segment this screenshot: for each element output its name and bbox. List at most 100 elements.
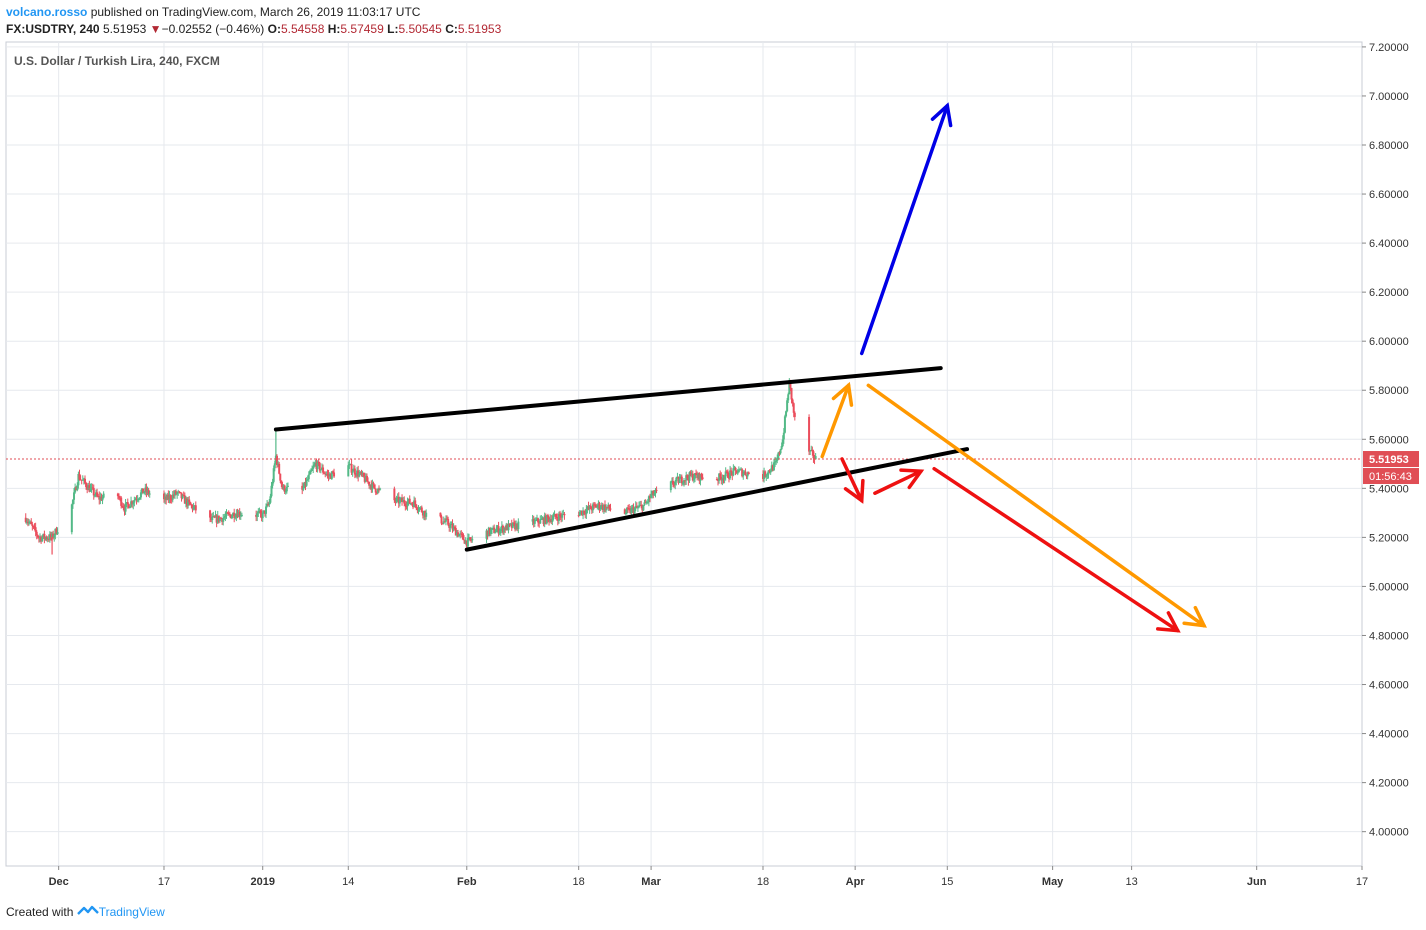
orange-arrowhead xyxy=(831,381,854,407)
candle-body xyxy=(239,515,242,517)
candle-body xyxy=(85,482,88,488)
candle-body xyxy=(350,464,353,473)
candle-body xyxy=(788,380,791,395)
candle-body xyxy=(766,474,769,476)
y-axis[interactable]: 7.20000 7.00000 6.80000 6.60000 6.40000 6.200… xyxy=(1362,42,1409,839)
candle-body xyxy=(589,505,592,510)
candle-body xyxy=(554,514,557,517)
candle-body xyxy=(645,501,648,504)
candle-body xyxy=(218,517,221,522)
candle-body xyxy=(82,478,85,480)
candle-body xyxy=(462,535,465,541)
candle-body xyxy=(467,537,470,539)
tradingview-brand[interactable]: TradingView xyxy=(98,905,165,919)
candle-body xyxy=(229,514,232,519)
candle-body xyxy=(719,473,722,477)
candle-body xyxy=(470,539,473,541)
candle-body xyxy=(782,432,785,440)
candle-body xyxy=(698,473,701,482)
candle-body xyxy=(744,471,747,475)
candle-body xyxy=(256,513,259,517)
candle-body xyxy=(143,491,146,494)
created-with-text: Created with xyxy=(6,905,74,919)
candle-body xyxy=(102,493,105,498)
candle-body xyxy=(673,484,676,486)
candle-body xyxy=(266,503,269,507)
author-link[interactable]: volcano.rosso xyxy=(6,5,88,19)
candle-body xyxy=(685,475,688,481)
candle-body xyxy=(503,527,506,533)
y-tick-label: 6.60000 xyxy=(1369,189,1409,201)
x-axis[interactable]: Dec 17 2019 14 Feb 18 Mar 18 Apr 15 May 13 Jun 17 xyxy=(49,866,1369,888)
candle-body xyxy=(669,481,672,491)
candle-body xyxy=(651,491,654,495)
candle-body xyxy=(132,502,135,505)
candle-body xyxy=(413,500,416,508)
candle-body xyxy=(190,504,193,506)
candle-body xyxy=(97,495,100,497)
candle-body xyxy=(315,462,318,469)
candle-body xyxy=(347,465,350,477)
candle-body xyxy=(305,479,308,486)
candle-body xyxy=(494,532,497,534)
candle-body xyxy=(172,494,175,496)
candle-body xyxy=(515,523,518,530)
candle-body xyxy=(162,493,165,500)
candle-body xyxy=(399,498,402,500)
y-tick-label: 5.60000 xyxy=(1369,434,1409,446)
candle-body xyxy=(417,509,420,511)
candle-body xyxy=(360,471,363,475)
candle-body xyxy=(368,481,371,486)
candle-body xyxy=(734,467,737,471)
candle-body xyxy=(142,488,145,494)
candle-body xyxy=(408,498,411,504)
candle-body xyxy=(324,473,327,475)
candle-body xyxy=(679,476,682,479)
candle-body xyxy=(785,411,788,417)
candle-body xyxy=(398,499,401,504)
candle-body xyxy=(222,518,225,522)
candle-body xyxy=(441,523,444,525)
blue-arrowhead xyxy=(930,102,953,128)
x-tick-label: 2019 xyxy=(250,876,274,888)
candle-body xyxy=(353,468,356,475)
candle-body xyxy=(730,470,733,472)
candle-body xyxy=(357,470,360,477)
candle-body xyxy=(87,485,90,490)
candle-body xyxy=(128,506,131,509)
candle-body xyxy=(471,538,474,541)
candle-body xyxy=(285,486,288,492)
candle-body xyxy=(514,523,517,530)
y-tick-label: 6.00000 xyxy=(1369,336,1409,348)
candle-body xyxy=(439,512,442,517)
candle-body xyxy=(648,496,651,498)
candle-body xyxy=(319,469,322,471)
candle-body xyxy=(120,497,123,506)
candle-body xyxy=(270,485,273,497)
low-value: 5.50545 xyxy=(398,22,442,36)
candle-body xyxy=(722,478,725,480)
candle-body xyxy=(217,515,220,522)
grid xyxy=(6,42,1363,866)
candle-body xyxy=(317,461,320,464)
candle-body xyxy=(136,499,139,501)
publish-info: volcano.rosso published on TradingView.c… xyxy=(6,5,420,19)
candle-body xyxy=(769,471,772,473)
candle-body xyxy=(779,449,782,454)
candle-body xyxy=(675,477,678,482)
candle-body xyxy=(43,533,46,539)
candle-body xyxy=(133,500,136,503)
candle-body xyxy=(122,506,125,509)
candle-body xyxy=(607,504,610,508)
candle-body xyxy=(789,380,792,388)
candle-body xyxy=(186,498,189,506)
candle-body xyxy=(632,507,635,514)
tradingview-logo-icon xyxy=(76,905,99,919)
candle-body xyxy=(464,540,467,544)
candle-body xyxy=(424,510,427,517)
candle-body xyxy=(793,412,796,417)
candle-body xyxy=(138,497,141,499)
candle-body xyxy=(404,503,407,506)
candle-body xyxy=(354,474,357,476)
